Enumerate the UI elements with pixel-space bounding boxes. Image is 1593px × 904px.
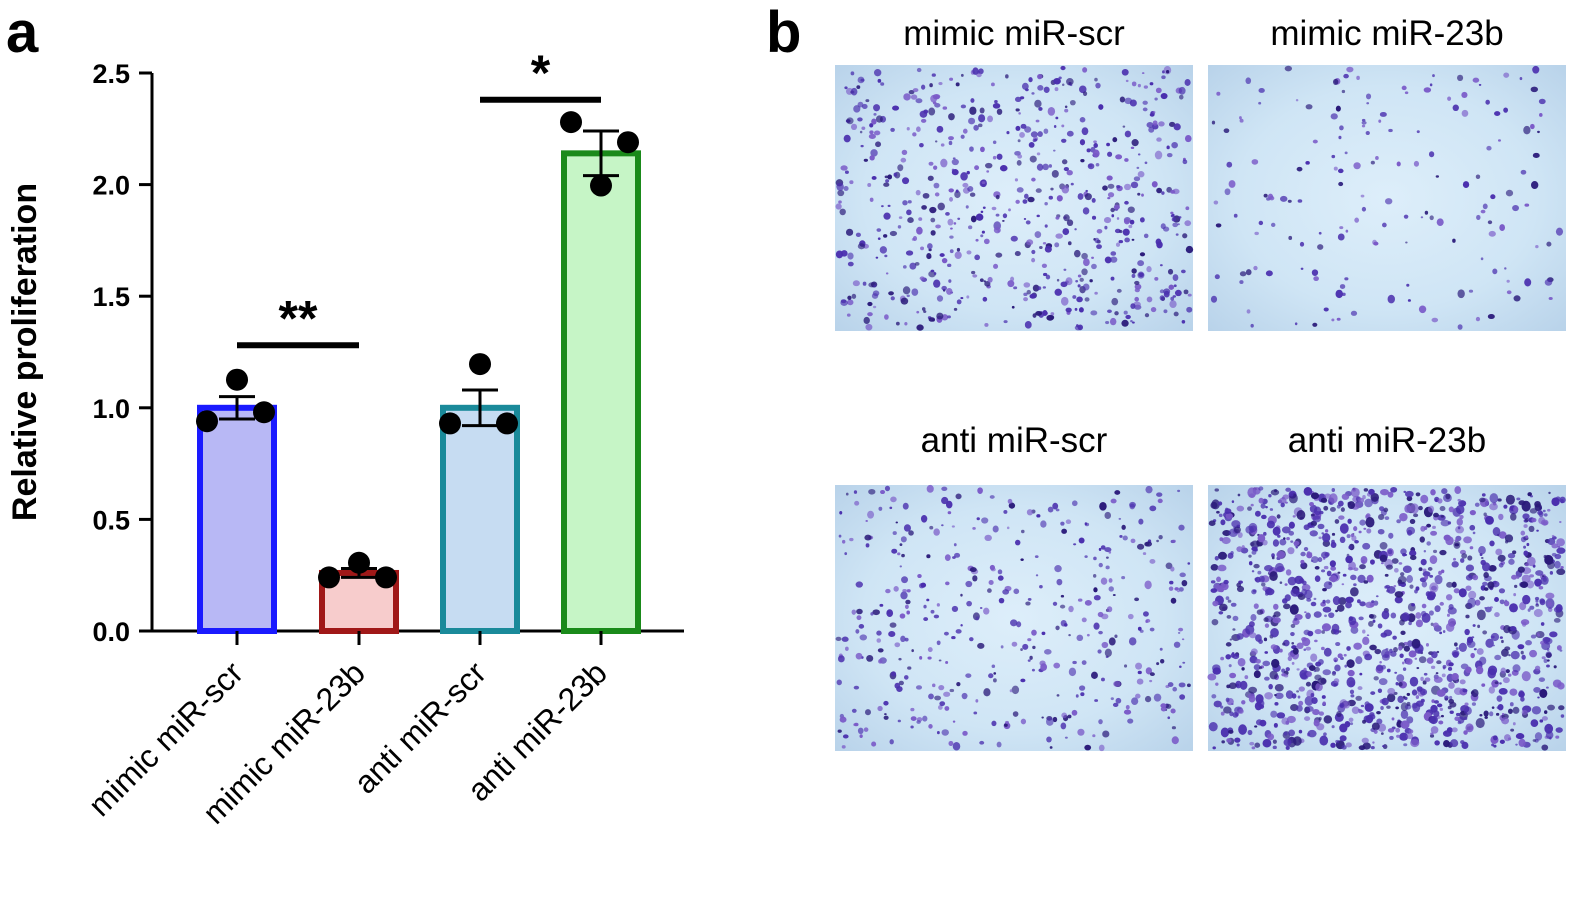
micrograph-title: mimic miR-23b	[1270, 14, 1503, 53]
bar	[440, 404, 520, 634]
data-points	[196, 111, 639, 589]
data-point	[375, 566, 397, 589]
panel-letter-b: b	[766, 0, 801, 65]
data-point	[439, 412, 461, 435]
micrograph-image	[1208, 65, 1566, 331]
y-tick-label: 1.0	[92, 394, 130, 424]
data-point	[196, 410, 218, 433]
micrograph-grid: mimic miR-scr mimic miR-23b anti miR-scr an…	[835, 14, 1566, 752]
y-tick-label: 1.5	[92, 282, 130, 312]
micrograph-title: anti miR-scr	[921, 421, 1108, 460]
bar	[197, 404, 277, 634]
significance-marks: ***	[237, 45, 601, 349]
bars	[197, 129, 641, 645]
data-point	[590, 174, 612, 197]
y-tick-label: 2.5	[92, 59, 130, 89]
micrograph-image	[835, 484, 1193, 752]
data-point	[226, 368, 248, 391]
y-tick-label: 2.0	[92, 171, 130, 201]
micrograph-image	[835, 65, 1194, 331]
bar	[561, 150, 641, 635]
data-point	[253, 401, 275, 424]
y-tick-label: 0.0	[92, 617, 130, 647]
panel-letter-a: a	[6, 0, 39, 65]
y-tick-label: 0.5	[92, 505, 130, 535]
y-ticks: 0.0 0.5 1.0 1.5 2.0 2.5	[92, 59, 152, 647]
significance-label: *	[531, 45, 551, 101]
significance-label: **	[279, 290, 318, 346]
data-point	[617, 131, 639, 154]
y-axis-title: Relative proliferation	[6, 183, 44, 521]
data-point	[560, 111, 582, 134]
data-point	[469, 353, 491, 376]
micrograph-title: anti miR-23b	[1288, 421, 1486, 460]
data-point	[348, 551, 370, 574]
bar-chart: 0.00.51.01.52.02.5 *** mimic miR-scrmimi…	[6, 45, 684, 831]
data-point	[318, 566, 340, 589]
micrograph-title: mimic miR-scr	[903, 14, 1125, 53]
data-point	[496, 412, 518, 435]
micrograph-image	[1207, 485, 1566, 751]
